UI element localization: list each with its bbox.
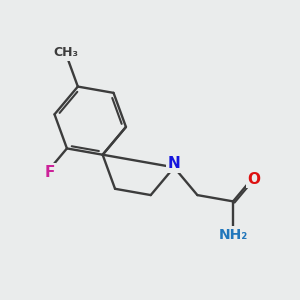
Text: F: F <box>44 165 55 180</box>
Text: N: N <box>168 156 180 171</box>
Text: O: O <box>248 172 261 187</box>
Text: NH₂: NH₂ <box>218 228 248 242</box>
Text: CH₃: CH₃ <box>53 46 78 59</box>
